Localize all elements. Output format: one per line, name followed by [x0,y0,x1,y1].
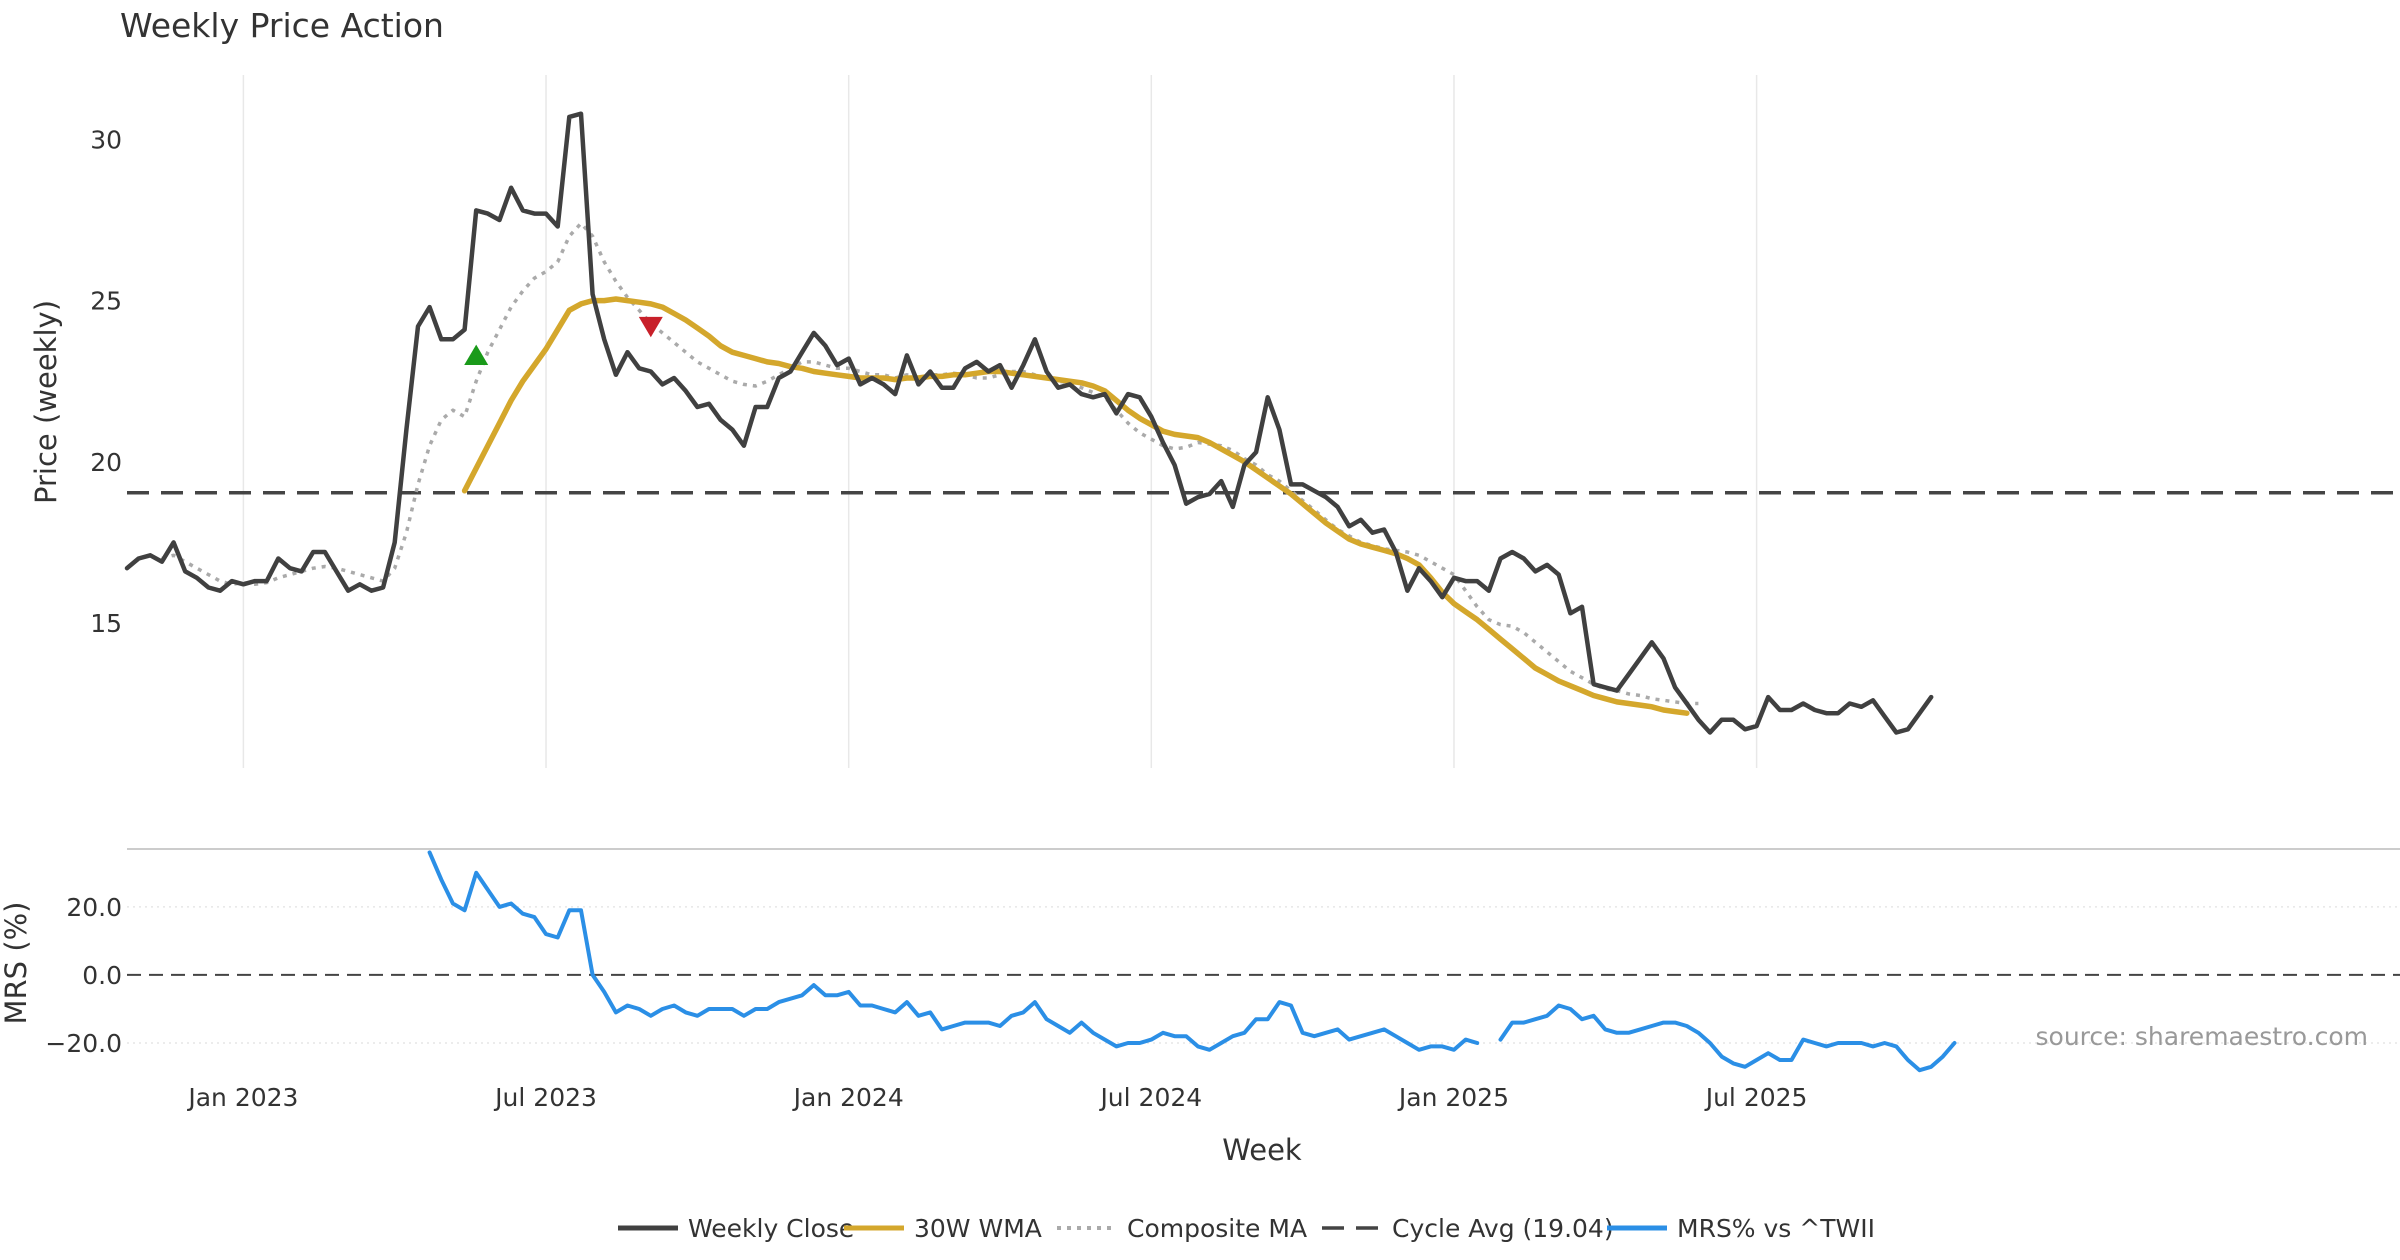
mrs-y-tick-label: −20.0 [45,1029,122,1058]
price-y-tick-label: 25 [90,287,122,316]
buy-signal-marker [464,344,489,366]
x-axis-label: Week [1222,1133,1302,1167]
composite-ma-line [161,221,1699,706]
mrs-y-ticks: −20.0 0.0 20.0 [45,893,122,1058]
x-tick-label: Jan 2024 [792,1083,904,1112]
x-tick-label: Jul 2025 [1704,1083,1808,1112]
x-tick-label: Jan 2025 [1397,1083,1509,1112]
x-tick-label: Jul 2023 [493,1083,597,1112]
x-axis-ticks: Jan 2023 Jul 2023 Jan 2024 Jul 2024 Jan 2025… [186,1083,1807,1112]
weekly-close-line [124,111,1934,735]
chart-title: Weekly Price Action [120,6,444,45]
legend-label: MRS% vs ^TWII [1677,1214,1875,1243]
mrs-series-group [427,850,1957,1073]
x-tick-label: Jan 2023 [186,1083,298,1112]
price-gridlines [242,75,1758,768]
price-y-tick-label: 30 [90,125,122,154]
legend-item: Composite MA [1057,1214,1307,1243]
sell-signal-marker [638,316,663,338]
legend: Weekly Close 30W WMA Composite MA Cycle Avg… [618,1214,1875,1243]
legend-label: Composite MA [1127,1214,1307,1243]
legend-item: MRS% vs ^TWII [1607,1214,1875,1243]
price-series-group [124,111,2400,735]
price-y-axis-label: Price (weekly) [29,300,63,504]
x-tick-label: Jul 2024 [1098,1083,1202,1112]
source-watermark: source: sharemaestro.com [2036,1022,2369,1051]
mrs-y-axis-label: MRS (%) [0,902,33,1025]
mrs-y-tick-label: 20.0 [66,893,122,922]
legend-item: 30W WMA [844,1214,1042,1243]
legend-label: Cycle Avg (19.04) [1392,1214,1614,1243]
mrs-y-tick-label: 0.0 [82,961,122,990]
signal-markers [464,316,663,366]
price-y-tick-label: 20 [90,448,122,477]
price-y-tick-label: 15 [90,609,122,638]
legend-item: Cycle Avg (19.04) [1322,1214,1614,1243]
legend-item: Weekly Close [618,1214,854,1243]
legend-label: Weekly Close [688,1214,854,1243]
mrs-line [427,850,1957,1073]
wma-30w-line [461,296,1690,716]
legend-label: 30W WMA [914,1214,1042,1243]
price-y-ticks: 15 20 25 30 [90,125,122,637]
